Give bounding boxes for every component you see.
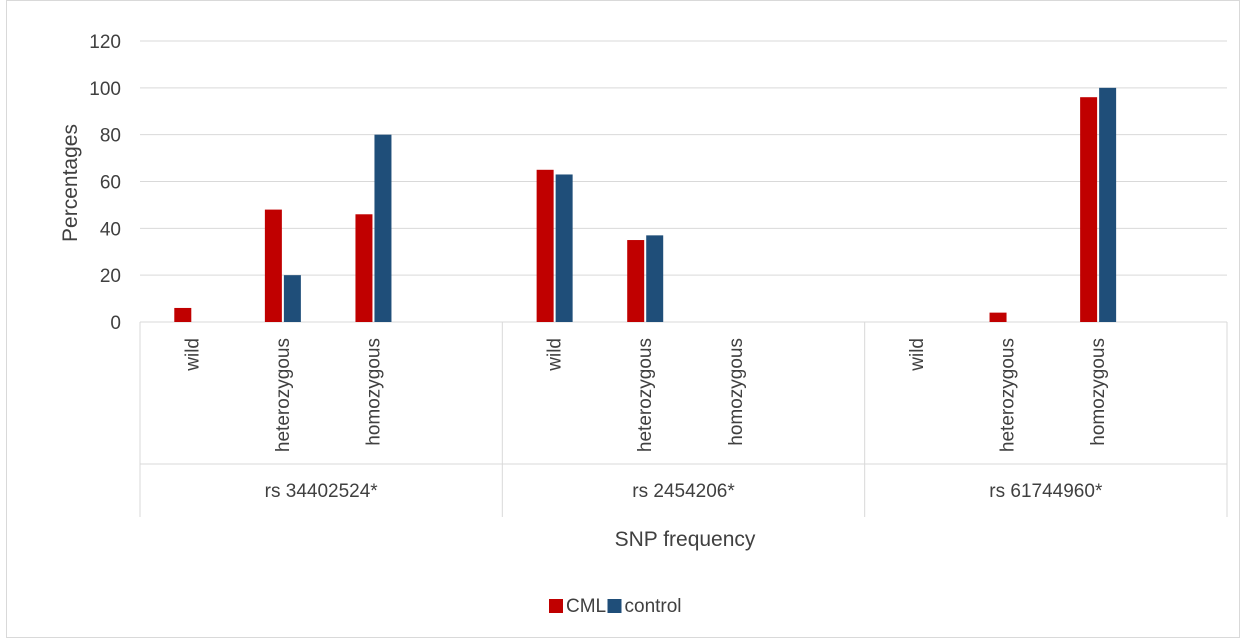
y-axis-title: Percentages <box>59 124 82 242</box>
legend-label: CML <box>566 596 606 617</box>
bar-cml-homozygous <box>1080 97 1098 322</box>
y-tick-label: 80 <box>100 126 121 147</box>
group-labels: rs 34402524* rs 2454206* rs 61744960* <box>139 322 1228 517</box>
legend-swatch-cml <box>549 599 563 613</box>
bars <box>174 87 1117 322</box>
category-label: wild <box>182 338 203 372</box>
category-label: wild <box>545 338 566 372</box>
y-tick-label: 60 <box>100 173 121 194</box>
group-label: rs 2454206* <box>632 481 735 502</box>
gridlines <box>140 40 1227 323</box>
category-label: homozygous <box>363 338 384 446</box>
bar-cml-homozygous <box>355 214 373 322</box>
category-label: homozygous <box>726 338 747 446</box>
category-label: wild <box>907 338 928 372</box>
bar-control-homozygous <box>374 134 392 322</box>
y-tick-label: 100 <box>89 79 121 100</box>
legend-swatch-control <box>607 599 622 613</box>
bar-chart: 0 20 40 60 80 100 120 wild heterozygous homozygo… <box>59 32 1228 617</box>
y-axis-ticks: 0 20 40 60 80 100 120 <box>89 32 121 334</box>
legend: CML control <box>549 596 682 617</box>
bar-cml-heterozygous <box>627 240 645 322</box>
category-label: heterozygous <box>273 338 294 452</box>
category-label: heterozygous <box>998 338 1019 452</box>
bar-control-heterozygous <box>646 235 664 322</box>
bar-control-wild <box>555 174 573 322</box>
category-label: homozygous <box>1088 338 1109 446</box>
x-axis-title: SNP frequency <box>615 528 756 551</box>
bar-cml-wild <box>174 307 192 322</box>
bar-control-homozygous <box>1099 87 1117 322</box>
bar-control-heterozygous <box>283 275 301 322</box>
bar-cml-heterozygous <box>264 209 282 322</box>
y-tick-label: 40 <box>100 219 121 240</box>
category-labels: wild heterozygous homozygous wild heterozygo… <box>182 338 1109 452</box>
group-label: rs 34402524* <box>265 481 379 502</box>
legend-label: control <box>625 596 682 617</box>
category-label: heterozygous <box>635 338 656 452</box>
group-label: rs 61744960* <box>989 481 1103 502</box>
chart-frame: 0 20 40 60 80 100 120 wild heterozygous homozygo… <box>6 0 1240 638</box>
y-tick-label: 20 <box>100 266 121 287</box>
y-tick-label: 0 <box>110 313 121 334</box>
bar-cml-heterozygous <box>989 312 1007 322</box>
bar-cml-wild <box>536 169 554 322</box>
y-tick-label: 120 <box>89 32 121 53</box>
